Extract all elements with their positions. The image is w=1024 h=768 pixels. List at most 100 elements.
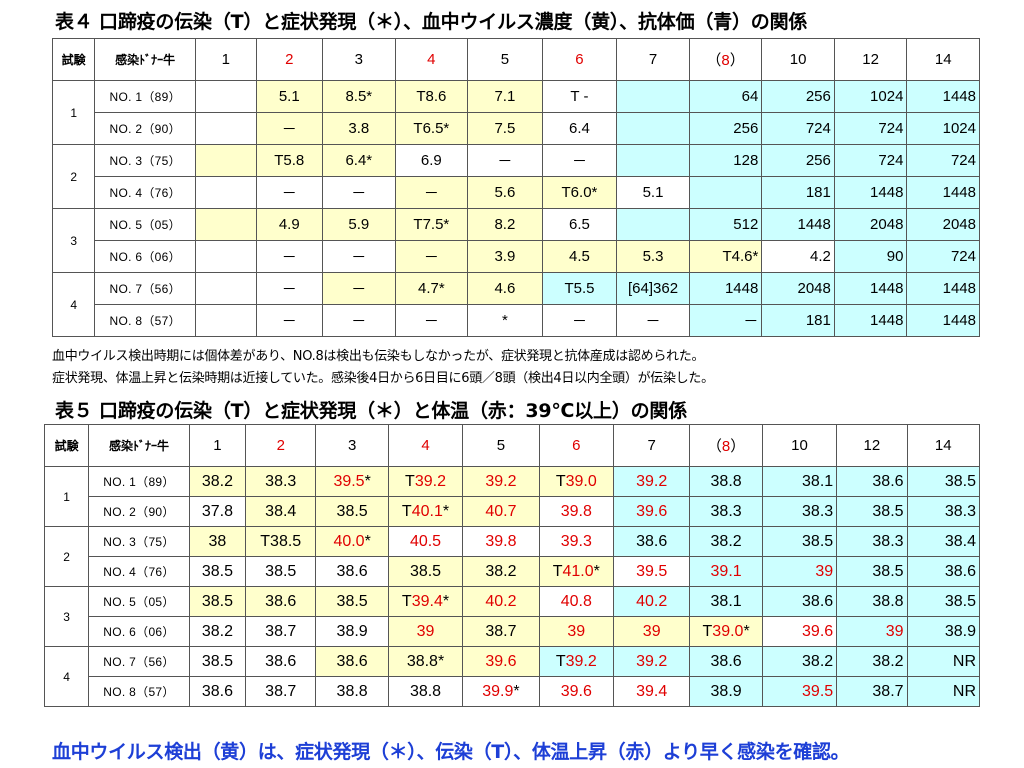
transmission-mark: T <box>555 652 566 670</box>
table-row: NO. 6（06）－－－ 3.9 4.5 5.3 T4.6* 4.2 90 724 <box>53 240 980 273</box>
data-cell: 40.7 <box>462 496 540 527</box>
data-cell: 38.2 <box>761 646 838 677</box>
day-header: 12 <box>836 424 908 467</box>
data-cell: 39.5 <box>612 556 691 587</box>
trial-header: 試験 <box>51 38 96 81</box>
data-cell: T40.1* <box>387 496 464 527</box>
trial-number-cell: 4 <box>43 646 90 707</box>
data-cell: － <box>541 304 618 337</box>
data-cell: 1024 <box>906 112 980 145</box>
data-cell: 39.8 <box>538 496 615 527</box>
data-cell: 40.2 <box>612 586 691 617</box>
data-cell: 512 <box>688 208 763 241</box>
data-cell: 38 <box>188 526 247 557</box>
data-cell: 38.5 <box>188 556 247 587</box>
data-cell: 39.5* <box>315 466 389 497</box>
data-cell: 38.5 <box>906 466 981 497</box>
symptom-mark: * <box>442 502 450 520</box>
day-header: 6 <box>538 424 615 467</box>
day-header: 7 <box>612 424 691 467</box>
data-cell: T38.5 <box>245 526 317 557</box>
data-cell: 39 <box>538 616 615 647</box>
data-cell: 6.9 <box>394 144 469 177</box>
temperature-value: 39.2 <box>565 652 597 670</box>
table-row: NO. 4（76） 38.5 38.5 38.6 38.5 38.2 T41.0* 39.5 3… <box>45 556 981 587</box>
data-cell: 38.3 <box>906 496 981 527</box>
data-cell: T39.2 <box>538 646 615 677</box>
donor-cell: NO. 7（56） <box>88 646 190 677</box>
table-row: 1 NO. 1（89） 38.2 38.3 39.5* T39.2 39.2 T39.0 39.… <box>43 466 981 527</box>
data-cell: 38.3 <box>245 466 317 497</box>
day-header: 14 <box>906 424 981 467</box>
donor-cell: NO. 8（57） <box>94 304 197 337</box>
data-cell: 64 <box>688 80 763 113</box>
data-cell: 38.7 <box>245 616 317 647</box>
note-line-1: 血中ウイルス検出時期には個体差があり、NO.8は検出も伝染もしなかったが、症状発… <box>52 349 705 364</box>
data-cell: 38.6 <box>761 586 838 617</box>
data-cell: 38.6 <box>612 526 691 557</box>
data-cell: 724 <box>833 144 908 177</box>
temperature-value: 40.1 <box>411 502 443 520</box>
table4-header-row: 試験 感染ﾄﾞﾅｰ牛 1 2 3 4 5 6 7 （8） 10 12 14 <box>51 38 980 81</box>
data-cell: T39.4* <box>387 586 464 617</box>
donor-cell: NO. 1（89） <box>88 466 190 497</box>
data-cell: 37.8 <box>188 496 247 527</box>
data-cell: 38.6 <box>315 556 389 587</box>
data-cell: 38.8 <box>315 676 389 707</box>
day-header-8: （8） <box>689 424 763 467</box>
data-cell: NR <box>906 646 981 677</box>
data-cell: 38.5 <box>188 646 247 677</box>
donor-cell: NO. 2（90） <box>94 112 197 145</box>
data-cell: 38.8 <box>387 676 464 707</box>
summary-footer: 血中ウイルス検出（黄）は、症状発現（＊）、伝染（T）、体温上昇（赤）より早く感染… <box>52 741 850 763</box>
data-cell: － <box>255 240 324 273</box>
data-cell: 38.3 <box>761 496 838 527</box>
transmission-mark: T <box>405 472 415 490</box>
day-header: 6 <box>541 38 618 81</box>
data-cell: T8.6 <box>394 80 469 113</box>
data-cell: 39.6 <box>761 616 838 647</box>
data-cell: 38.9 <box>906 616 981 647</box>
data-cell: 5.1 <box>255 80 324 113</box>
data-cell: T39.0* <box>689 616 763 647</box>
day-header: 4 <box>387 424 464 467</box>
data-cell: 1448 <box>761 208 835 241</box>
data-cell: 38.1 <box>689 586 763 617</box>
data-cell: － <box>394 176 469 209</box>
data-cell: 1024 <box>833 80 908 113</box>
data-cell: 38.2 <box>188 466 247 497</box>
transmission-mark: T <box>702 622 713 640</box>
data-cell: － <box>394 304 469 337</box>
day-header: 2 <box>255 38 324 81</box>
data-cell: T5.8 <box>255 144 324 177</box>
donor-cell: NO. 7（56） <box>94 272 197 305</box>
day-header: 4 <box>394 38 469 81</box>
data-cell: 724 <box>761 112 835 145</box>
data-cell: T41.0* <box>538 556 615 587</box>
data-cell: 38.7 <box>462 616 540 647</box>
day-header: 2 <box>245 424 317 467</box>
transmission-mark: T <box>552 562 563 580</box>
trial-number-cell: 1 <box>51 80 96 145</box>
data-cell: 1448 <box>906 272 980 305</box>
data-cell <box>195 176 257 209</box>
data-cell: 39.1 <box>689 556 763 587</box>
data-cell: 38.6 <box>689 646 763 677</box>
donor-cell: NO. 3（75） <box>88 526 190 557</box>
donor-cell: NO. 6（06） <box>88 616 190 647</box>
data-cell: 39.2 <box>462 466 540 497</box>
data-cell <box>195 272 257 305</box>
data-cell: 39.6 <box>612 496 691 527</box>
temperature-value: 39.5 <box>333 472 365 490</box>
temperature-value: 39.9 <box>482 682 514 700</box>
data-cell: 1448 <box>906 80 980 113</box>
table5-title: 表５ 口蹄疫の伝染（T）と症状発現（＊）と体温（赤：39℃以上）の関係 <box>55 400 688 422</box>
table-row: NO. 6（06） 38.2 38.7 38.9 39 38.7 39 39 T39.0* 39.… <box>45 616 981 647</box>
data-cell: T6.5* <box>394 112 469 145</box>
data-cell: * <box>467 304 543 337</box>
trial-header: 試験 <box>43 424 90 467</box>
data-cell: 38.4 <box>245 496 317 527</box>
data-cell: 39.3 <box>538 526 615 557</box>
data-cell: 39.6 <box>538 676 615 707</box>
